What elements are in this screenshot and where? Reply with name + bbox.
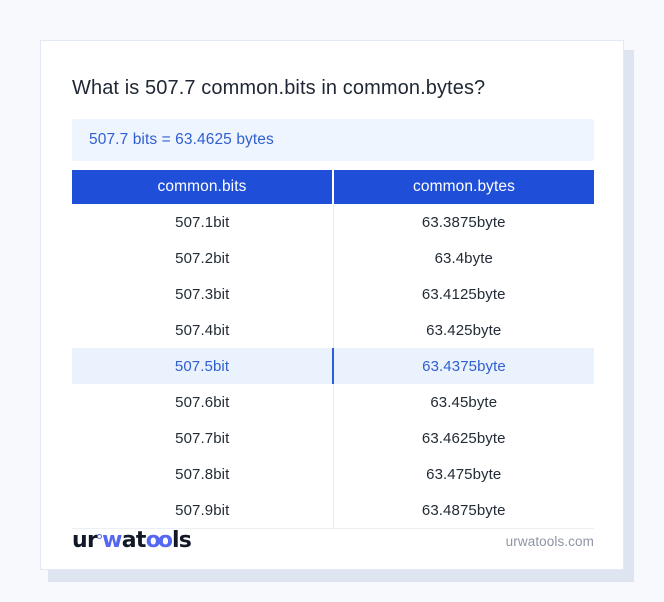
table-row-highlighted[interactable]: 507.5bit 63.4375byte: [72, 348, 594, 384]
table-head: common.bits common.bytes: [72, 170, 594, 204]
table-row[interactable]: 507.2bit 63.4byte: [72, 240, 594, 276]
logo-part-w: w: [102, 528, 122, 553]
table-header-row: common.bits common.bytes: [72, 170, 594, 204]
cell-bytes: 63.425byte: [333, 312, 594, 348]
logo-part-at: at: [121, 528, 147, 553]
cell-bytes: 63.4125byte: [333, 276, 594, 312]
card-content: What is 507.7 common.bits in common.byte…: [72, 41, 594, 529]
cell-bits: 507.9bit: [72, 492, 334, 529]
cell-bytes: 63.45byte: [333, 384, 594, 420]
cell-bits: 507.5bit: [72, 348, 334, 384]
table-body: 507.1bit 63.3875byte 507.2bit 63.4byte 5…: [72, 204, 594, 529]
cell-bytes: 63.3875byte: [333, 204, 594, 240]
degree-dot-icon: [97, 534, 103, 539]
table-row[interactable]: 507.7bit 63.4625byte: [72, 420, 594, 456]
cell-bytes: 63.4375byte: [333, 348, 594, 384]
cell-bits: 507.7bit: [72, 420, 334, 456]
column-header-bits: common.bits: [72, 170, 334, 204]
table-row[interactable]: 507.9bit 63.4875byte: [72, 492, 594, 529]
cell-bytes: 63.4625byte: [333, 420, 594, 456]
conversion-table: common.bits common.bytes 507.1bit 63.387…: [72, 170, 594, 529]
cell-bytes: 63.4byte: [333, 240, 594, 276]
table-row[interactable]: 507.6bit 63.45byte: [72, 384, 594, 420]
table-row[interactable]: 507.8bit 63.475byte: [72, 456, 594, 492]
cell-bytes: 63.475byte: [333, 456, 594, 492]
column-header-bytes: common.bytes: [333, 170, 594, 204]
result-banner-text: 507.7 bits = 63.4625 bytes: [89, 131, 274, 148]
logo-part-oo: oo: [145, 528, 173, 553]
table-row[interactable]: 507.4bit 63.425byte: [72, 312, 594, 348]
cell-bits: 507.2bit: [72, 240, 334, 276]
logo-part-ur: ur: [72, 528, 98, 553]
cell-bits: 507.1bit: [72, 204, 334, 240]
logo-part-ls: ls: [171, 528, 192, 553]
brand-logo[interactable]: ur w at oo ls: [72, 528, 192, 553]
conversion-card: What is 507.7 common.bits in common.byte…: [40, 40, 624, 570]
table-row[interactable]: 507.1bit 63.3875byte: [72, 204, 594, 240]
table-row[interactable]: 507.3bit 63.4125byte: [72, 276, 594, 312]
result-banner: 507.7 bits = 63.4625 bytes: [72, 119, 594, 161]
cell-bits: 507.4bit: [72, 312, 334, 348]
cell-bytes: 63.4875byte: [333, 492, 594, 529]
cell-bits: 507.6bit: [72, 384, 334, 420]
site-url-label: urwatools.com: [505, 533, 594, 549]
cell-bits: 507.8bit: [72, 456, 334, 492]
card-footer: ur w at oo ls urwatools.com: [72, 530, 594, 552]
page-title: What is 507.7 common.bits in common.byte…: [72, 77, 486, 99]
cell-bits: 507.3bit: [72, 276, 334, 312]
